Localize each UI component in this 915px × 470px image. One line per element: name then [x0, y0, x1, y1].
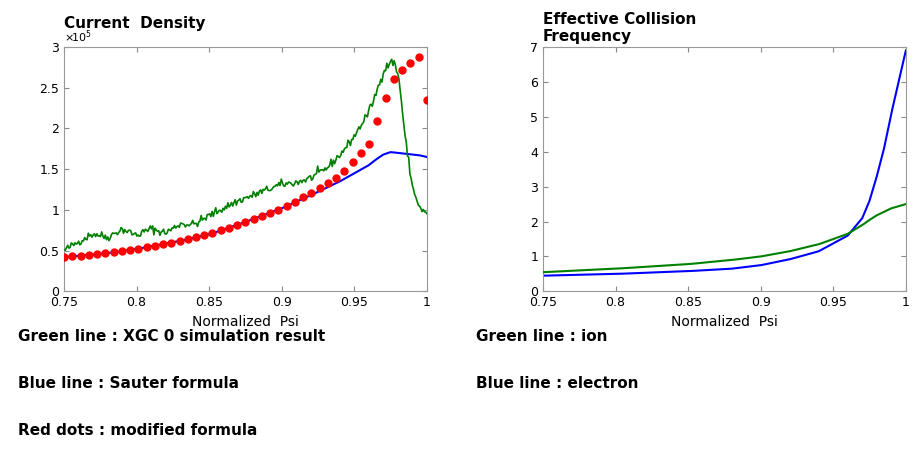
- Text: Red dots : modified formula: Red dots : modified formula: [18, 423, 258, 438]
- Text: $\times\!10^5$: $\times\!10^5$: [64, 28, 92, 45]
- Text: Blue line : Sauter formula: Blue line : Sauter formula: [18, 376, 240, 391]
- Text: Current  Density: Current Density: [64, 16, 206, 31]
- Text: Green line : XGC 0 simulation result: Green line : XGC 0 simulation result: [18, 329, 326, 344]
- X-axis label: Normalized  Psi: Normalized Psi: [192, 315, 299, 329]
- Text: Blue line : electron: Blue line : electron: [476, 376, 639, 391]
- Text: Effective Collision
Frequency: Effective Collision Frequency: [543, 12, 696, 45]
- X-axis label: Normalized  Psi: Normalized Psi: [671, 315, 778, 329]
- Text: Green line : ion: Green line : ion: [476, 329, 608, 344]
